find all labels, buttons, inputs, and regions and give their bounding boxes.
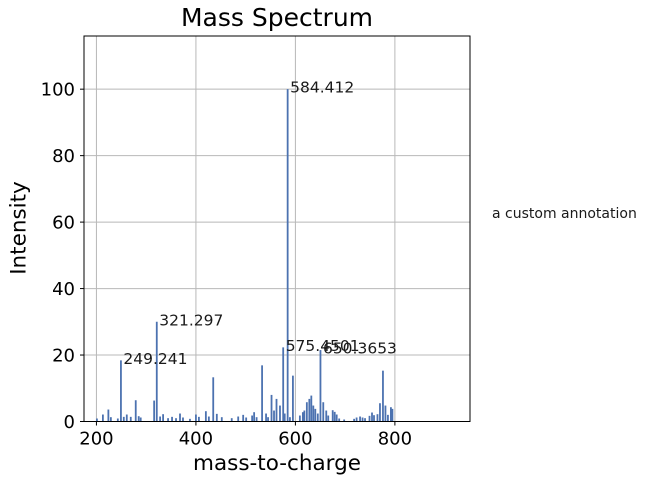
y-axis-label: Intensity bbox=[6, 181, 32, 275]
x-tick-label: 600 bbox=[278, 429, 312, 450]
peak-annotation: 650.3653 bbox=[323, 340, 397, 358]
peak-annotation: 249.241 bbox=[123, 350, 187, 368]
peak-annotation: 584.412 bbox=[290, 79, 354, 97]
x-tick-label: 400 bbox=[179, 429, 213, 450]
y-tick-label: 60 bbox=[52, 213, 75, 234]
y-tick-label: 100 bbox=[41, 80, 75, 101]
y-tick-label: 20 bbox=[52, 346, 75, 367]
y-tick-label: 40 bbox=[52, 279, 75, 300]
x-axis-label: mass-to-charge bbox=[193, 451, 361, 476]
y-tick-label: 80 bbox=[52, 146, 75, 167]
axes-frame bbox=[83, 35, 471, 422]
y-tick-label: 0 bbox=[64, 412, 75, 433]
peak-annotation: 575.4501 bbox=[286, 337, 360, 355]
x-tick-label: 200 bbox=[79, 429, 113, 450]
peak-annotation: 321.297 bbox=[159, 311, 223, 329]
x-tick-label: 800 bbox=[378, 429, 412, 450]
custom-annotation: a custom annotation bbox=[492, 206, 637, 222]
chart-title: Mass Spectrum bbox=[180, 3, 374, 32]
